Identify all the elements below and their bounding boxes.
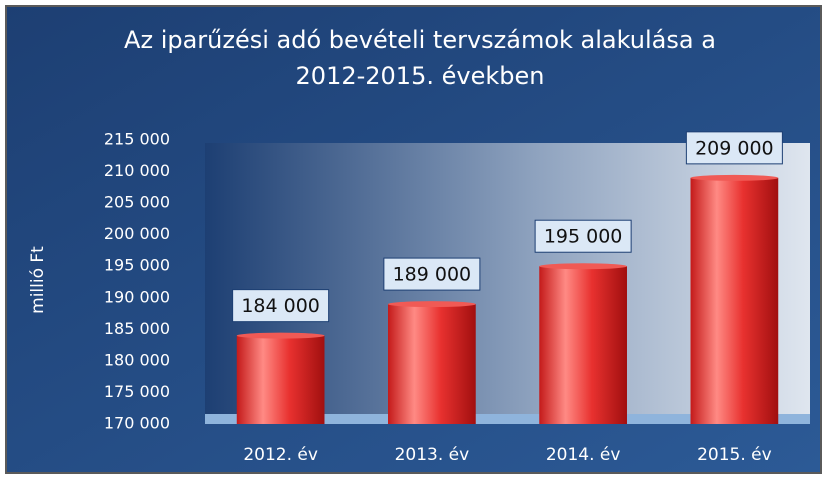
y-tick-label: 180 000 [104, 350, 170, 369]
y-axis-label: millió Ft [28, 246, 48, 314]
x-tick-label: 2014. év [546, 445, 621, 465]
y-tick-label: 195 000 [104, 256, 170, 275]
x-tick-label: 2015. év [697, 445, 772, 465]
x-tick-label: 2012. év [243, 445, 318, 465]
value-label: 195 000 [544, 226, 623, 248]
chart-title: Az iparűzési adó bevételi tervszámok ala… [124, 26, 716, 90]
y-tick-label: 200 000 [104, 224, 170, 243]
y-tick-label: 205 000 [104, 193, 170, 212]
y-tick-label: 190 000 [104, 287, 170, 306]
y-tick-label: 185 000 [104, 319, 170, 338]
bar [690, 177, 779, 424]
value-label-box [685, 131, 783, 165]
bar [388, 304, 476, 424]
value-label: 209 000 [695, 137, 774, 159]
y-tick-label: 170 000 [104, 414, 170, 433]
bar-cap [690, 174, 779, 181]
value-label-box [383, 257, 481, 291]
floor [205, 414, 810, 424]
bar [539, 266, 627, 424]
bar-cap [539, 263, 627, 270]
bar [236, 335, 325, 424]
y-tick-label: 175 000 [104, 382, 170, 401]
value-label-box [232, 289, 330, 323]
y-tick-label: 210 000 [104, 161, 170, 180]
value-label: 189 000 [393, 264, 472, 286]
bar-cap [388, 301, 476, 308]
bar-cap [236, 332, 325, 339]
value-label-box [534, 219, 632, 253]
value-label: 184 000 [241, 295, 320, 317]
y-tick-label: 215 000 [104, 130, 170, 149]
x-tick-label: 2013. év [395, 445, 470, 465]
